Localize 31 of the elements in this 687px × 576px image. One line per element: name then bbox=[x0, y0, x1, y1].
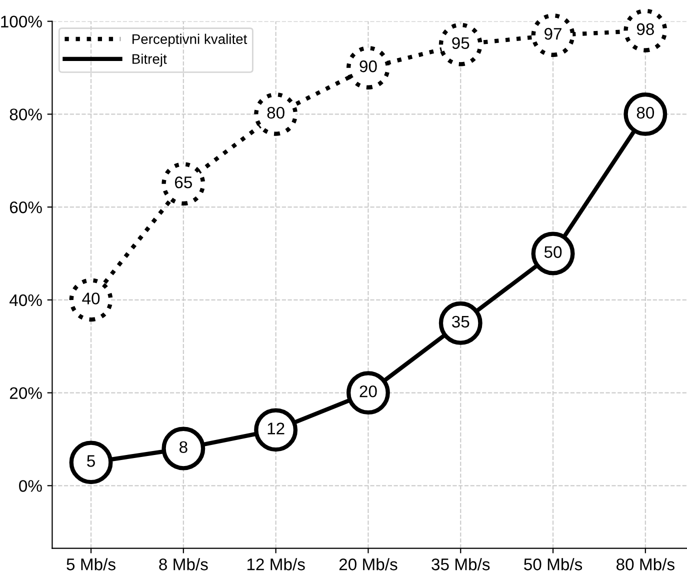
data-label: 97 bbox=[544, 28, 562, 40]
y-tick-label: 80% bbox=[10, 108, 42, 120]
x-tick-label: 5 Mb/s bbox=[66, 558, 116, 570]
x-tick-label: 8 Mb/s bbox=[159, 558, 208, 570]
data-label: 5 bbox=[87, 455, 95, 467]
x-tick-label: 35 Mb/s bbox=[432, 558, 490, 570]
data-label: 20 bbox=[360, 385, 377, 398]
y-tick-label: 100% bbox=[1, 16, 42, 28]
x-tick-label: 80 Mb/s bbox=[616, 558, 674, 570]
data-label: 65 bbox=[175, 176, 192, 188]
data-label: 90 bbox=[360, 60, 377, 72]
data-label: 50 bbox=[544, 246, 562, 258]
legend-label: Bitrejt bbox=[132, 54, 167, 67]
data-label: 98 bbox=[636, 23, 654, 36]
x-tick-label: 20 Mb/s bbox=[339, 558, 398, 570]
x-tick-label: 12 Mb/s bbox=[247, 558, 305, 570]
point bbox=[162, 426, 206, 470]
legend-label: Perceptivni kvalitet bbox=[132, 34, 248, 47]
y-tick-label: 40% bbox=[10, 294, 42, 306]
y-tick-label: 60% bbox=[10, 201, 42, 214]
x-tick-label: 50 Mb/s bbox=[524, 558, 582, 570]
data-label: 95 bbox=[452, 37, 470, 50]
data-label: 40 bbox=[82, 292, 100, 304]
data-label: 35 bbox=[452, 316, 470, 328]
data-label: 80 bbox=[267, 106, 284, 119]
data-label: 12 bbox=[268, 422, 284, 434]
y-tick-label: 20% bbox=[10, 387, 42, 399]
data-label: 8 bbox=[180, 441, 188, 453]
y-tick-label: 0% bbox=[19, 480, 42, 492]
data-label: 80 bbox=[636, 106, 654, 119]
point bbox=[69, 440, 113, 484]
